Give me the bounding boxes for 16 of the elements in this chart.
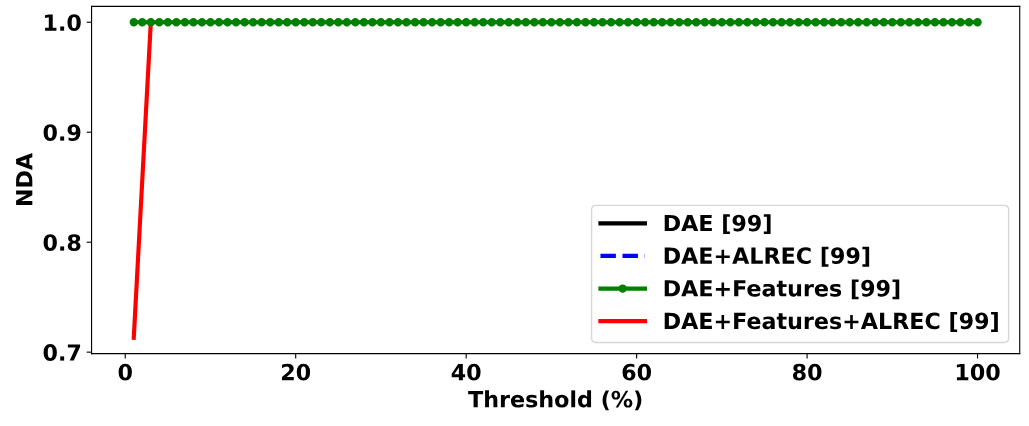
x-tick-label: 80 [792,363,822,381]
legend-label: DAE+Features [99] [664,279,900,300]
x-tick-label: 60 [622,363,652,381]
legend-label: DAE [99] [664,214,771,235]
legend-label: DAE+Features+ALREC [99] [664,312,998,332]
y-tick-label: 0.8 [43,234,81,251]
y-axis-title: NDA [16,152,33,206]
x-tick-label: 20 [282,363,311,381]
y-tick-label: 0.9 [43,124,81,141]
legend-label: DAE+ALREC [99] [664,246,870,267]
x-axis-title: Threshold (%) [468,390,642,411]
x-tick-label: 0 [118,363,132,381]
y-tick-label: 0.7 [43,344,81,361]
x-tick-label: 40 [451,363,481,381]
y-tick-label: 1.0 [45,14,81,31]
x-tick-label: 100 [956,363,1000,381]
